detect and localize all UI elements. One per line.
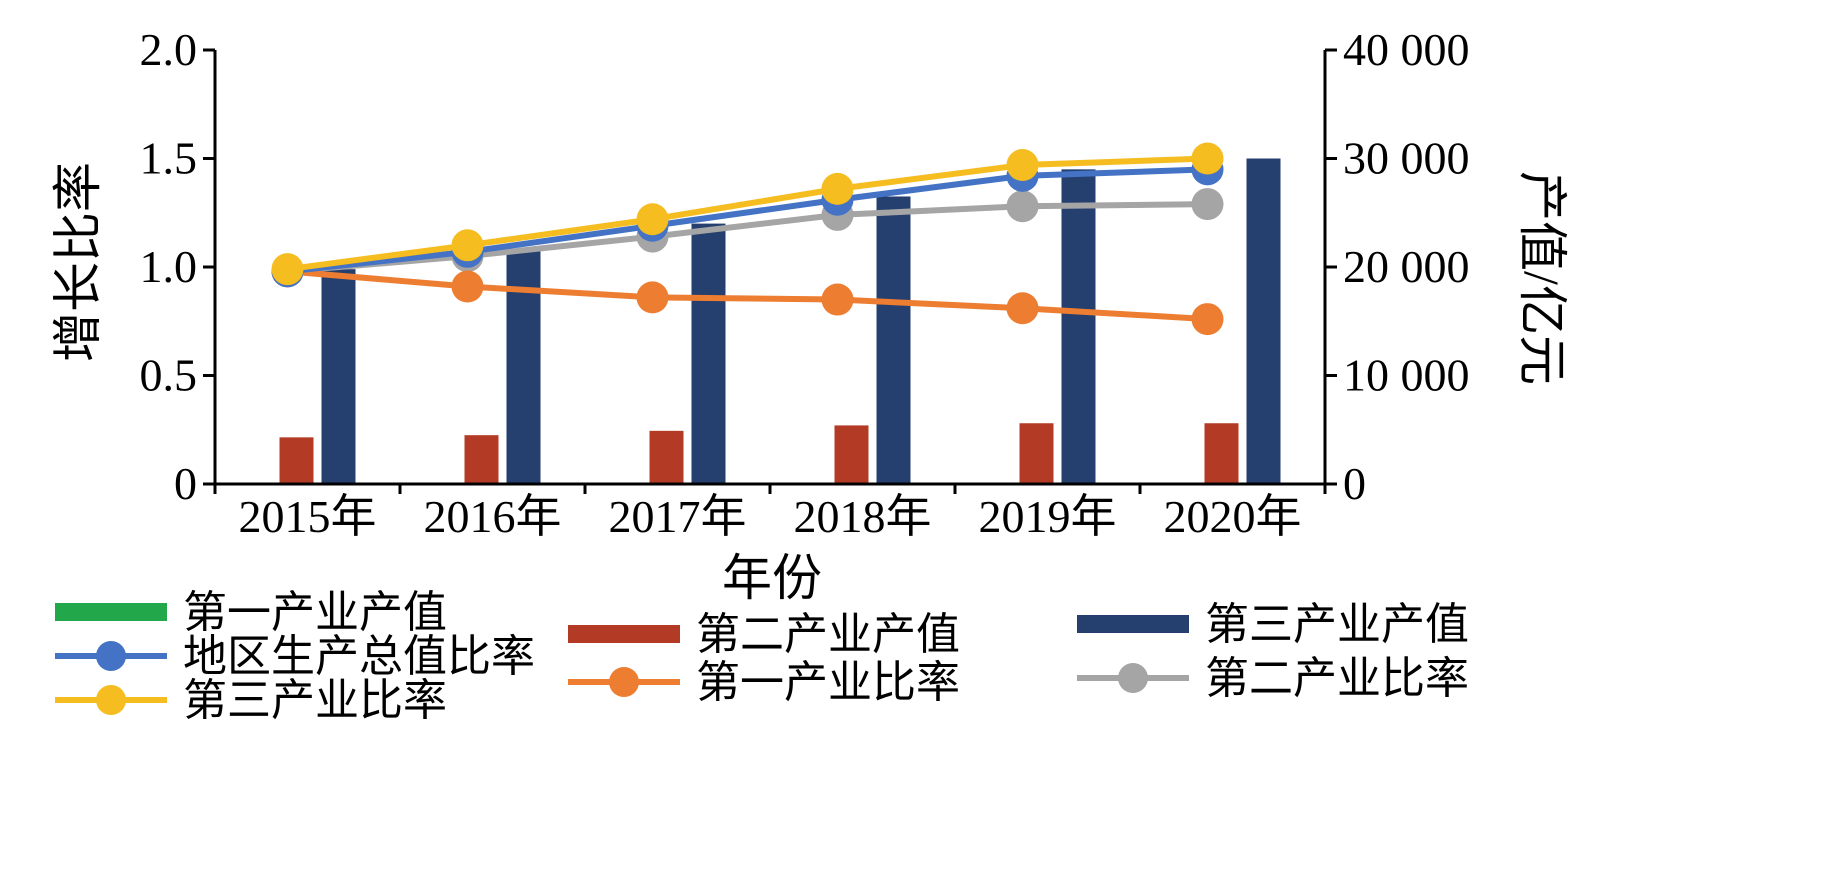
series-point [451, 229, 484, 262]
series-point [1006, 292, 1039, 325]
y-tick-label-right: 40 000 [1343, 24, 1470, 75]
y-tick-label-left: 0 [174, 458, 197, 509]
series-point [1006, 190, 1039, 223]
x-tick-label: 2020年 [1164, 491, 1302, 542]
bar [691, 223, 726, 484]
legend-swatch [568, 625, 680, 643]
bar [506, 248, 541, 484]
series-point [821, 172, 854, 205]
legend-marker [1118, 663, 1148, 693]
bar [464, 435, 499, 484]
y-axis-title-right: 产值/亿元 [1514, 171, 1570, 385]
bar [1246, 158, 1281, 484]
legend-label: 第一产业比率 [696, 658, 960, 707]
bar [834, 425, 869, 484]
legend-label: 第二产业比率 [1205, 654, 1469, 703]
legend-label: 第二产业产值 [696, 610, 960, 659]
legend-item: 第二产业产值 [568, 610, 960, 659]
series-line [287, 166, 1208, 275]
legend-marker [96, 641, 126, 671]
bar [321, 269, 356, 484]
bar [1204, 423, 1239, 484]
legend-marker [96, 685, 126, 715]
y-tick-label-left: 1.5 [140, 133, 198, 184]
legend-label: 第一产业产值 [183, 588, 447, 637]
series-point [451, 270, 484, 303]
legend-marker [609, 667, 639, 697]
legend-label: 第三产业比率 [183, 676, 447, 725]
series-point [271, 253, 304, 286]
y-tick-label-right: 0 [1343, 458, 1366, 509]
y-axis-title-left: 增长比率 [50, 162, 106, 362]
legend-item: 第三产业比率 [55, 676, 447, 725]
legend-item: 第二产业比率 [1077, 654, 1469, 703]
x-axis-title: 年份 [722, 550, 822, 606]
series-point [1191, 142, 1224, 175]
axes-layer: 0 0.5 1.0 1.5 2.0 0 10 000 20 000 30 000 40 000 20… [140, 24, 1470, 542]
bar [649, 430, 684, 484]
legend-item: 地区生产总值比率 [55, 632, 535, 681]
series-point [636, 203, 669, 236]
series-line [287, 155, 1208, 273]
x-tick-label: 2015年 [239, 491, 377, 542]
y-tick-label-right: 30 000 [1343, 133, 1470, 184]
legend-swatch [55, 603, 167, 621]
legend-item: 第一产业产值 [55, 588, 447, 637]
bar [279, 437, 314, 484]
y-tick-label-right: 10 000 [1343, 350, 1470, 401]
series-point [1191, 188, 1224, 221]
x-tick-label: 2019年 [979, 491, 1117, 542]
series-point [636, 281, 669, 314]
series-point [1006, 149, 1039, 182]
legend-label: 地区生产总值比率 [183, 632, 535, 681]
series-point [1191, 303, 1224, 336]
y-tick-label-right: 20 000 [1343, 241, 1470, 292]
series-line [287, 201, 1208, 275]
bars-layer [279, 158, 1281, 484]
y-tick-label-left: 1.0 [140, 241, 198, 292]
y-tick-label-left: 0.5 [140, 350, 198, 401]
bar [1019, 423, 1054, 484]
lines-layer [271, 142, 1224, 336]
x-tick-label: 2017年 [609, 491, 747, 542]
bar [876, 196, 911, 484]
series-line [287, 268, 1208, 323]
series-point [821, 283, 854, 316]
legend-item: 第三产业产值 [1077, 600, 1469, 649]
legend-swatch [1077, 615, 1189, 633]
legend-label: 第三产业产值 [1205, 600, 1469, 649]
bar [1061, 169, 1096, 484]
y-tick-label-left: 2.0 [140, 24, 198, 75]
x-tick-label: 2018年 [794, 491, 932, 542]
legend-item: 第一产业比率 [568, 658, 960, 707]
x-tick-label: 2016年 [424, 491, 562, 542]
